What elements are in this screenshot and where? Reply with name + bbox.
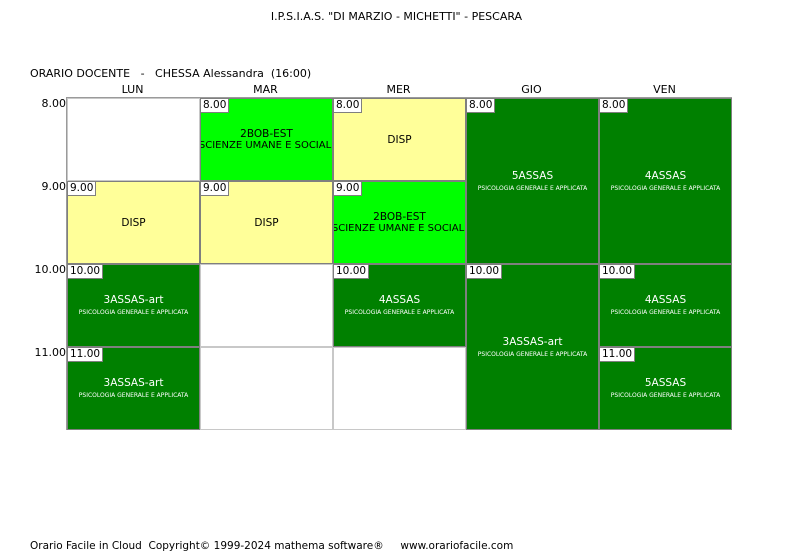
lesson-subject: PSICOLOGIA GENERALE E APPLICATA	[78, 309, 189, 316]
lesson-class: 3ASSAS-art	[103, 377, 164, 389]
lesson-block[interactable]: 10.00 3ASSAS-art PSICOLOGIA GENERALE E APP…	[466, 264, 599, 430]
lesson-subject: PSICOLOGIA GENERALE E APPLICATA	[477, 350, 588, 358]
lesson-subject: PSICOLOGIA GENERALE E APPLICATA	[610, 309, 721, 316]
lesson-start-time: 10.00	[467, 265, 503, 279]
lesson-start-time: 10.00	[334, 265, 370, 279]
lesson-block[interactable]: 10.00 4ASSAS PSICOLOGIA GENERALE E APPLICA…	[599, 264, 732, 347]
lesson-start-time: 8.00	[467, 99, 496, 113]
lesson-class: 3ASSAS-art	[103, 294, 164, 306]
lesson-start-time: 9.00	[201, 182, 230, 196]
lesson-class: 4ASSAS	[644, 169, 687, 182]
footer-copyright: Orario Facile in Cloud Copyright© 1999-2…	[30, 540, 514, 552]
teacher-schedule-heading: ORARIO DOCENTE - CHESSA Alessandra (16:0…	[30, 67, 312, 80]
lesson-class: 3ASSAS-art	[502, 335, 563, 348]
lesson-block[interactable]: 9.00 DISP	[67, 181, 200, 264]
lesson-class: 2BOB-EST	[373, 210, 426, 223]
lesson-class: 4ASSAS	[644, 294, 687, 306]
lesson-subject: PSICOLOGIA GENERALE E APPLICATA	[78, 392, 189, 399]
empty-slot	[67, 98, 200, 181]
timetable-grid: 9.00 DISP 10.00 3ASSAS-art PSICOLOGIA GENERA…	[66, 97, 732, 430]
lesson-subject: SCIENZE UMANE E SOCIALI	[333, 222, 466, 234]
empty-slot	[333, 347, 466, 430]
lesson-start-time: 8.00	[600, 99, 629, 113]
lesson-start-time: 9.00	[68, 182, 97, 196]
lesson-start-time: 8.00	[334, 99, 363, 113]
time-label-11: 11.00	[34, 346, 67, 359]
lesson-start-time: 8.00	[201, 99, 230, 113]
lesson-class: DISP	[387, 133, 412, 146]
lesson-block[interactable]: 9.00 DISP	[200, 181, 333, 264]
time-label-9: 9.00	[41, 180, 67, 193]
lesson-subject: PSICOLOGIA GENERALE E APPLICATA	[477, 184, 588, 192]
lesson-block[interactable]: 8.00 4ASSAS PSICOLOGIA GENERALE E APPLICAT…	[599, 98, 732, 264]
day-header-lun: LUN	[121, 83, 144, 96]
lesson-subject: PSICOLOGIA GENERALE E APPLICATA	[610, 392, 721, 399]
lesson-class: 5ASSAS	[644, 377, 687, 389]
lesson-start-time: 11.00	[68, 348, 104, 362]
lesson-start-time: 10.00	[68, 265, 104, 279]
lesson-block[interactable]: 11.00 5ASSAS PSICOLOGIA GENERALE E APPLICA…	[599, 347, 732, 430]
day-header-mar: MAR	[253, 83, 278, 96]
day-header-gio: GIO	[521, 83, 542, 96]
lesson-block[interactable]: 8.00 5ASSAS PSICOLOGIA GENERALE E APPLICAT…	[466, 98, 599, 264]
lesson-block[interactable]: 8.00 DISP	[333, 98, 466, 181]
lesson-block[interactable]: 10.00 3ASSAS-art PSICOLOGIA GENERALE E APP…	[67, 264, 200, 347]
lesson-start-time: 10.00	[600, 265, 636, 279]
lesson-class: 5ASSAS	[511, 169, 554, 182]
time-label-8: 8.00	[41, 97, 67, 110]
lesson-subject: PSICOLOGIA GENERALE E APPLICATA	[344, 309, 455, 316]
lesson-class: DISP	[254, 216, 279, 229]
lesson-subject: SCIENZE UMANE E SOCIALI	[200, 139, 333, 151]
empty-slot	[200, 264, 333, 347]
lesson-class: 4ASSAS	[378, 294, 421, 306]
lesson-block[interactable]: 11.00 3ASSAS-art PSICOLOGIA GENERALE E APP…	[67, 347, 200, 430]
day-header-ven: VEN	[653, 83, 676, 96]
lesson-block[interactable]: 9.00 2BOB-EST SCIENZE UMANE E SOCIALI	[333, 181, 466, 264]
time-label-10: 10.00	[34, 263, 67, 276]
lesson-class: 2BOB-EST	[240, 127, 293, 140]
lesson-start-time: 9.00	[334, 182, 363, 196]
day-header-mer: MER	[386, 83, 411, 96]
lesson-class: DISP	[121, 216, 146, 229]
empty-slot	[200, 347, 333, 430]
school-title: I.P.S.I.A.S. "DI MARZIO - MICHETTI" - PE…	[270, 10, 523, 23]
lesson-block[interactable]: 10.00 4ASSAS PSICOLOGIA GENERALE E APPLICA…	[333, 264, 466, 347]
lesson-subject: PSICOLOGIA GENERALE E APPLICATA	[610, 184, 721, 192]
lesson-block[interactable]: 8.00 2BOB-EST SCIENZE UMANE E SOCIALI	[200, 98, 333, 181]
lesson-start-time: 11.00	[600, 348, 636, 362]
